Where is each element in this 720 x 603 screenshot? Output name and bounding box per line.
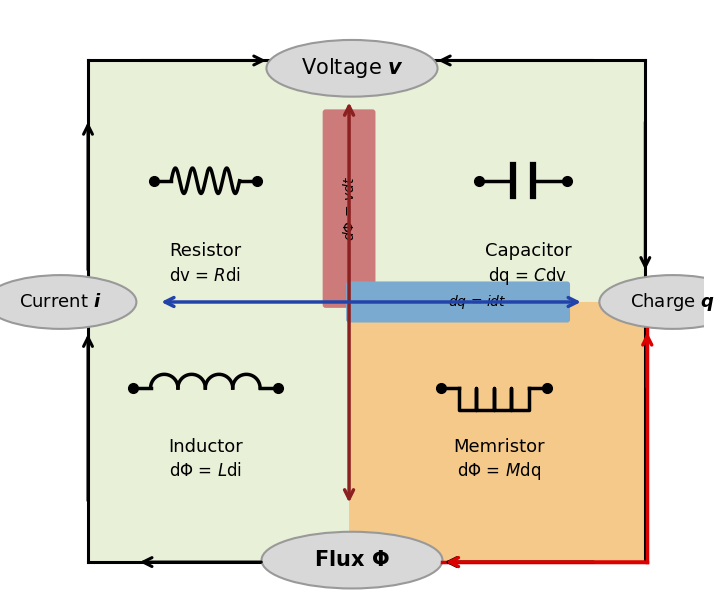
FancyBboxPatch shape bbox=[88, 60, 645, 562]
Ellipse shape bbox=[599, 275, 720, 329]
Ellipse shape bbox=[266, 40, 438, 96]
Text: Inductor: Inductor bbox=[168, 438, 243, 456]
Text: d$\Phi$ = $v$d$t$: d$\Phi$ = $v$d$t$ bbox=[341, 176, 356, 241]
Text: d$\Phi$ = $L$di: d$\Phi$ = $L$di bbox=[168, 462, 242, 480]
Text: Charge $\boldsymbol{q}$: Charge $\boldsymbol{q}$ bbox=[630, 291, 715, 313]
Text: Flux $\boldsymbol{\Phi}$: Flux $\boldsymbol{\Phi}$ bbox=[314, 550, 390, 570]
FancyBboxPatch shape bbox=[349, 302, 645, 562]
Text: d$q$ = $i$d$t$: d$q$ = $i$d$t$ bbox=[449, 293, 507, 311]
Ellipse shape bbox=[0, 275, 136, 329]
Ellipse shape bbox=[261, 532, 442, 589]
Text: dv = $R$di: dv = $R$di bbox=[169, 267, 241, 285]
Text: Capacitor: Capacitor bbox=[485, 242, 572, 260]
FancyBboxPatch shape bbox=[323, 109, 375, 308]
Text: Resistor: Resistor bbox=[169, 242, 241, 260]
FancyBboxPatch shape bbox=[346, 282, 570, 323]
Text: Memristor: Memristor bbox=[453, 438, 544, 456]
Text: Current $\boldsymbol{i}$: Current $\boldsymbol{i}$ bbox=[19, 293, 102, 311]
Text: d$\Phi$ = $M$dq: d$\Phi$ = $M$dq bbox=[456, 460, 541, 482]
Text: dq = $C$dv: dq = $C$dv bbox=[488, 265, 567, 286]
Text: Voltage $\boldsymbol{v}$: Voltage $\boldsymbol{v}$ bbox=[301, 56, 403, 80]
